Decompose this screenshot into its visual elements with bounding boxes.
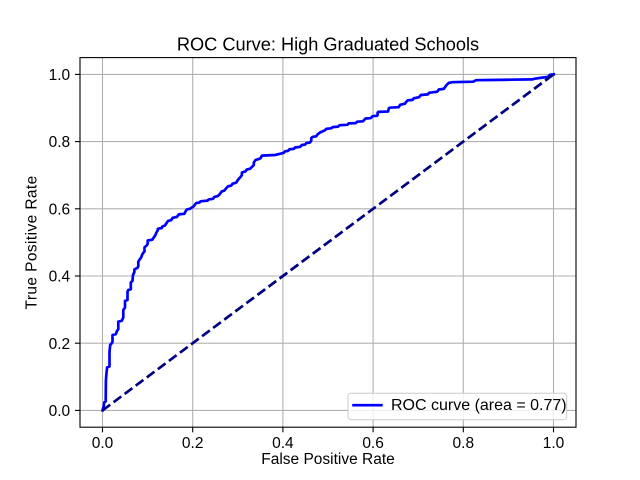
svg-text:1.0: 1.0 (49, 67, 71, 84)
svg-text:ROC curve (area = 0.77): ROC curve (area = 0.77) (391, 397, 567, 414)
svg-text:0.8: 0.8 (453, 435, 475, 452)
svg-text:0.2: 0.2 (49, 336, 71, 353)
svg-text:0.4: 0.4 (272, 435, 294, 452)
svg-text:0.0: 0.0 (49, 403, 71, 420)
svg-text:0.6: 0.6 (49, 201, 71, 218)
svg-text:0.4: 0.4 (49, 269, 71, 286)
svg-text:0.6: 0.6 (362, 435, 384, 452)
svg-text:0.8: 0.8 (49, 134, 71, 151)
svg-text:0.2: 0.2 (182, 435, 204, 452)
svg-text:0.0: 0.0 (92, 435, 114, 452)
svg-text:1.0: 1.0 (543, 435, 565, 452)
svg-text:True Positive Rate: True Positive Rate (24, 175, 41, 309)
svg-text:False Positive Rate: False Positive Rate (261, 451, 395, 468)
svg-text:ROC Curve: High Graduated Scho: ROC Curve: High Graduated Schools (177, 35, 479, 55)
